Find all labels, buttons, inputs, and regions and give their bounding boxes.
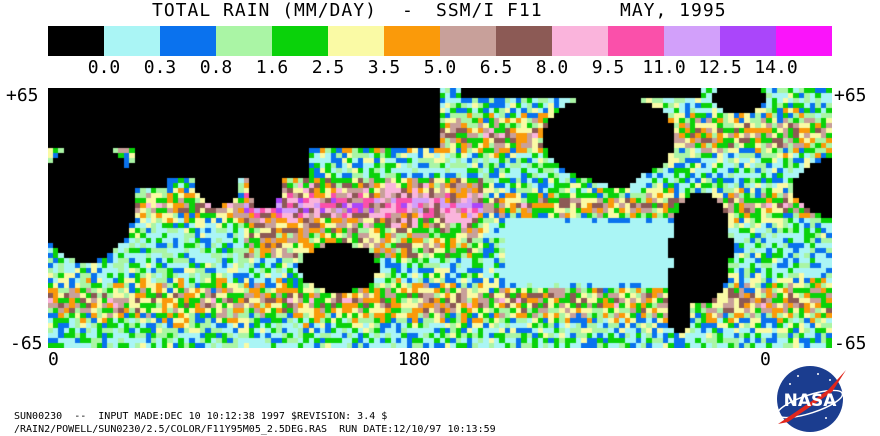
legend-tick-label: 0.8 bbox=[199, 57, 233, 78]
legend-tick-label: 2.5 bbox=[311, 57, 345, 78]
rain-map bbox=[48, 88, 832, 348]
legend-swatch bbox=[720, 26, 776, 56]
legend-swatch bbox=[104, 26, 160, 56]
legend-swatch bbox=[160, 26, 216, 56]
footer-info-line2: /RAIN2/POWELL/SUN0230/2.5/COLOR/F11Y95M0… bbox=[14, 424, 496, 435]
lat-bottom-label-right: -65 bbox=[834, 333, 867, 354]
lon-right-label: 0 bbox=[760, 349, 771, 370]
legend-tick-label: 9.5 bbox=[591, 57, 625, 78]
legend-swatch bbox=[608, 26, 664, 56]
nasa-logo-text: NASA bbox=[784, 391, 838, 411]
legend-swatch bbox=[776, 26, 832, 56]
lat-top-label-right: +65 bbox=[834, 85, 867, 106]
legend-tick-label: 1.6 bbox=[255, 57, 289, 78]
title-separator: - bbox=[402, 0, 414, 21]
lon-left-label: 0 bbox=[48, 349, 59, 370]
date-label: MAY, 1995 bbox=[620, 0, 727, 21]
legend-tick-label: 5.0 bbox=[423, 57, 457, 78]
footer-info-line1: SUN00230 -- INPUT MADE:DEC 10 10:12:38 1… bbox=[14, 411, 388, 422]
legend-swatch bbox=[48, 26, 104, 56]
title-text: TOTAL RAIN (MM/DAY) bbox=[152, 0, 377, 21]
legend-swatch bbox=[384, 26, 440, 56]
nasa-meatball-icon: NASA bbox=[776, 366, 846, 432]
legend-tick-label: 12.5 bbox=[698, 57, 742, 78]
legend-tick-labels: 0.0 0.3 0.8 1.6 2.5 3.5 5.0 6.5 8.0 9.5 11.0 12.5 14… bbox=[48, 58, 832, 80]
lat-bottom-label: -65 bbox=[10, 333, 43, 354]
legend-tick-label: 8.0 bbox=[535, 57, 569, 78]
legend-tick-label: 14.0 bbox=[754, 57, 798, 78]
legend-swatch bbox=[216, 26, 272, 56]
legend-tick-label: 6.5 bbox=[479, 57, 513, 78]
legend-swatch bbox=[664, 26, 720, 56]
map-title: TOTAL RAIN (MM/DAY) - SSM/I F11 MAY, 199… bbox=[0, 0, 880, 22]
legend-swatch bbox=[272, 26, 328, 56]
lon-center-label: 180 bbox=[397, 349, 431, 370]
legend-swatch bbox=[496, 26, 552, 56]
legend-tick-label: 0.3 bbox=[143, 57, 177, 78]
sensor-label: SSM/I F11 bbox=[436, 0, 543, 21]
legend-swatch bbox=[440, 26, 496, 56]
color-legend bbox=[48, 26, 832, 56]
legend-swatch bbox=[328, 26, 384, 56]
legend-tick-label: 0.0 bbox=[87, 57, 121, 78]
lat-top-label: +65 bbox=[6, 85, 39, 106]
legend-tick-label: 3.5 bbox=[367, 57, 401, 78]
legend-tick-label: 11.0 bbox=[642, 57, 686, 78]
rain-grid bbox=[48, 88, 832, 348]
legend-swatch bbox=[552, 26, 608, 56]
